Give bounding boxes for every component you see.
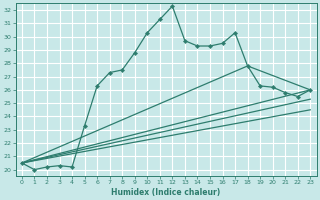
X-axis label: Humidex (Indice chaleur): Humidex (Indice chaleur) <box>111 188 221 197</box>
